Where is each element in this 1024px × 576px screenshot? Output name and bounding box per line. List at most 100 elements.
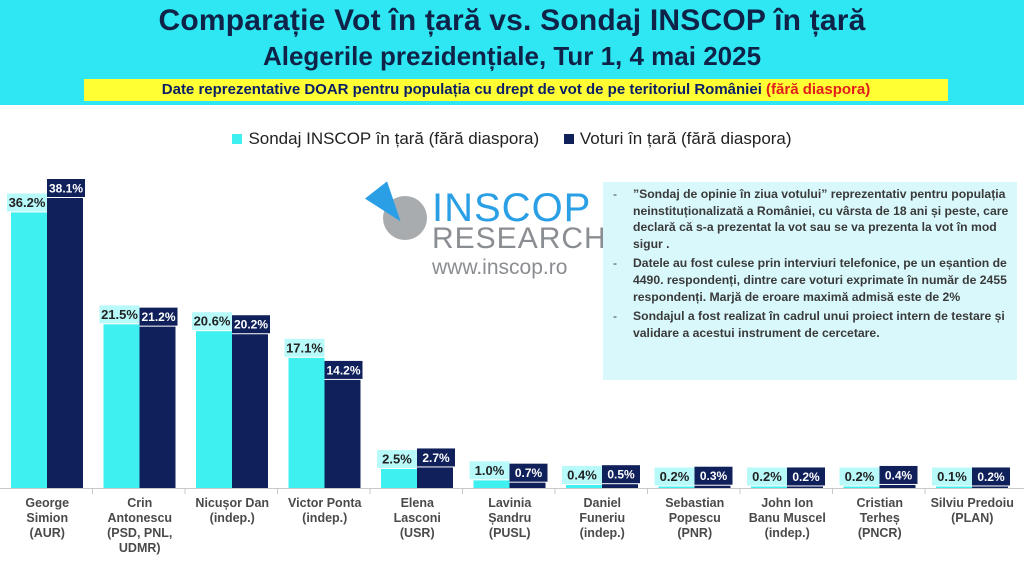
data-label-poll: 0.2%: [660, 469, 690, 484]
data-label-bg: [747, 467, 787, 486]
methodology-paragraph-2: Datele au fost culese prin interviuri te…: [613, 255, 1009, 305]
category-label: (PNR): [677, 526, 712, 540]
legend-item-vote: Voturi în țară (fără diaspora): [563, 129, 792, 149]
data-label-bg: [469, 461, 510, 480]
legend-label-vote: Voturi în țară (fără diaspora): [579, 129, 792, 148]
category-label: (PUSL): [489, 526, 531, 540]
bar-poll: [11, 212, 47, 488]
chart-legend: Sondaj INSCOP în țară (fără diaspora) Vo…: [0, 129, 1024, 153]
bar-vote: [509, 482, 546, 488]
legend-item-poll: Sondaj INSCOP în țară (fără diaspora): [232, 129, 539, 149]
category-label: (AUR): [30, 526, 65, 540]
data-label-poll: 0.1%: [937, 469, 967, 484]
bar-poll: [473, 480, 510, 488]
data-label-bg: [284, 338, 325, 357]
data-label-poll: 0.2%: [845, 469, 875, 484]
bar-poll: [658, 486, 695, 488]
bar-vote: [787, 486, 823, 488]
methodology-paragraph-1: ”Sondaj de opinie în ziua votului” repre…: [613, 186, 1009, 252]
category-label: Lavinia: [488, 496, 532, 510]
page-subtitle: Alegerile prezidențiale, Tur 1, 4 mai 20…: [262, 41, 762, 71]
data-label-bg: [139, 307, 178, 326]
category-label: (PLAN): [951, 511, 993, 525]
category-label: (USR): [400, 526, 435, 540]
data-label-vote: 0.2%: [792, 470, 820, 484]
legend-swatch-poll: [232, 133, 243, 144]
methodology-paragraph-3: Sondajul a fost realizat în cadrul unui …: [613, 308, 1009, 341]
category-label: (PNCR): [858, 526, 902, 540]
data-label-poll: 21.5%: [101, 307, 138, 322]
data-label-bg: [787, 467, 825, 486]
bar-poll: [843, 486, 880, 488]
data-label-vote: 0.7%: [515, 466, 543, 480]
bar-poll: [566, 484, 602, 488]
methodology-note-box: ”Sondaj de opinie în ziua votului” repre…: [603, 182, 1017, 380]
page-title: Comparație Vot în țară vs. Sondaj INSCOP…: [158, 4, 866, 37]
data-label-vote: 20.2%: [234, 318, 268, 332]
category-label: Șandru: [488, 511, 531, 525]
category-label: (indep.): [580, 526, 625, 540]
category-label: Daniel: [583, 496, 621, 510]
bar-vote: [47, 198, 83, 488]
data-label-bg: [7, 193, 47, 212]
data-label-vote: 38.1%: [49, 182, 83, 196]
bar-vote: [879, 484, 916, 488]
bar-poll: [381, 468, 417, 488]
data-label-vote: 0.5%: [607, 468, 635, 482]
data-label-poll: 1.0%: [475, 463, 505, 478]
category-label: Sebastian: [665, 496, 724, 510]
category-label: (PSD, PNL,: [107, 526, 172, 540]
bar-vote: [139, 326, 176, 488]
logo-circle-icon: [383, 196, 427, 240]
legend-label-poll: Sondaj INSCOP în țară (fără diaspora): [248, 129, 540, 148]
bar-vote: [602, 484, 638, 488]
data-label-bg: [602, 465, 640, 484]
category-label: (indep.): [210, 511, 255, 525]
note-main-text: Date reprezentative DOAR pentru populați…: [161, 81, 767, 98]
bar-vote: [694, 485, 731, 488]
logo-brand: INSCOP: [432, 186, 592, 230]
category-label: Funeriu: [579, 511, 625, 525]
data-label-poll: 0.2%: [752, 469, 782, 484]
category-label: Terheș: [860, 511, 900, 525]
category-label: Elena: [401, 496, 435, 510]
data-label-bg: [509, 463, 548, 482]
category-label: Popescu: [669, 511, 721, 525]
category-label: Lasconi: [394, 511, 441, 525]
data-label-bg: [232, 315, 270, 334]
data-label-vote: 2.7%: [422, 451, 450, 465]
logo-research: RESEARCH: [432, 222, 607, 255]
logo-url: www.inscop.ro: [432, 256, 568, 279]
data-label-vote: 0.2%: [977, 470, 1005, 484]
category-label: Nicușor Dan: [195, 496, 269, 510]
data-label-bg: [839, 467, 880, 486]
bar-vote: [417, 467, 453, 488]
bar-poll: [103, 324, 140, 488]
data-label-bg: [324, 360, 363, 379]
data-label-vote: 0.4%: [885, 468, 913, 482]
category-label: Silviu Predoiu: [931, 496, 1014, 510]
legend-swatch-vote: [563, 133, 574, 144]
category-label: John Ion: [761, 496, 813, 510]
bar-vote: [972, 486, 1008, 488]
category-label: Victor Ponta: [288, 496, 362, 510]
data-label-bg: [972, 467, 1010, 486]
category-label: George: [25, 496, 69, 510]
category-label: (indep.): [302, 511, 347, 525]
bar-poll: [751, 486, 787, 488]
data-label-vote: 14.2%: [326, 363, 360, 377]
data-label-poll: 2.5%: [382, 451, 412, 466]
category-label: Simion: [26, 511, 68, 525]
category-label: UDMR): [119, 541, 161, 555]
bar-vote: [324, 379, 361, 488]
data-label-poll: 20.6%: [194, 314, 231, 329]
data-label-bg: [654, 467, 695, 486]
category-label: Crin: [127, 496, 152, 510]
data-label-poll: 36.2%: [9, 195, 46, 210]
category-label: Cristian: [856, 496, 903, 510]
data-label-bg: [192, 312, 232, 331]
data-label-bg: [417, 448, 455, 467]
category-label: Banu Muscel: [749, 511, 826, 525]
data-label-bg: [47, 179, 85, 197]
bar-poll: [936, 486, 972, 488]
